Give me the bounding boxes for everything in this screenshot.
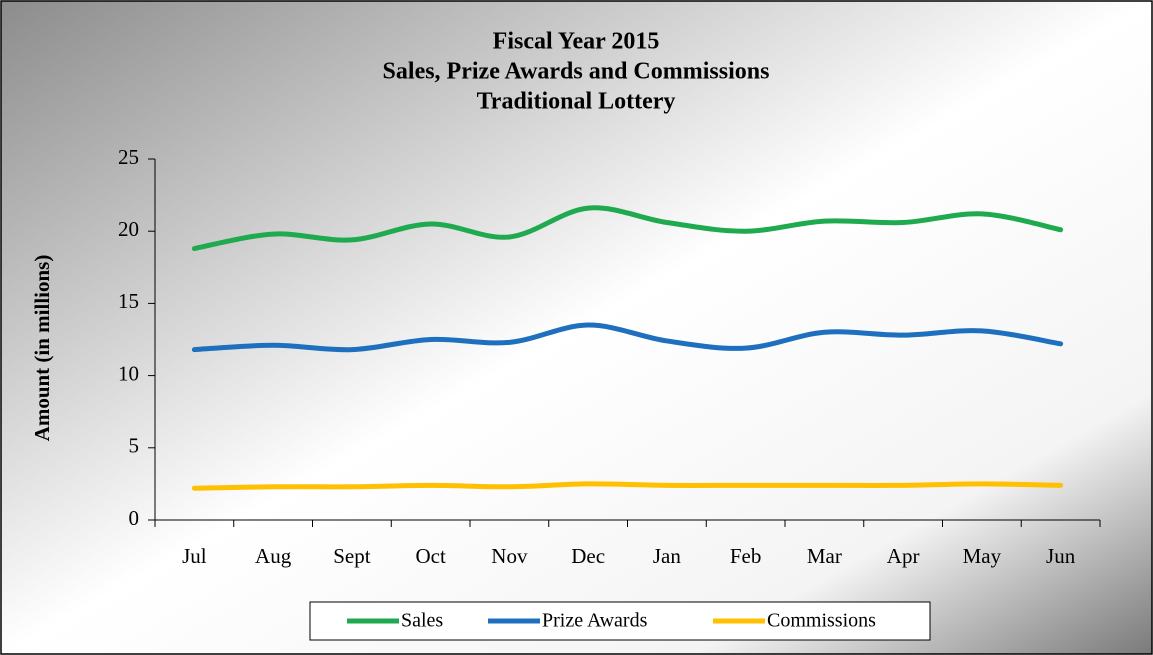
legend-label: Commissions [767,610,876,632]
x-tick-label: Nov [491,544,528,568]
x-tick-label: Oct [415,544,445,568]
y-tick-label: 25 [118,145,139,169]
chart-title: Traditional Lottery [477,89,676,115]
x-tick-label: Feb [730,544,762,568]
x-tick-label: May [963,544,1002,568]
y-tick-label: 10 [118,361,139,385]
legend-label: Prize Awards [542,610,648,632]
legend-label: Sales [401,610,443,632]
y-tick-label: 5 [129,434,140,458]
x-tick-label: Mar [807,544,842,568]
line-series [191,481,1064,491]
chart-title: Fiscal Year 2015 [493,29,660,55]
x-tick-label: Sept [333,544,371,568]
y-tick-label: 15 [118,289,139,313]
y-tick-label: 20 [118,217,139,241]
x-tick-label: Dec [571,544,605,568]
x-tick-label: Aug [255,544,292,568]
x-tick-label: Jan [653,544,681,568]
line-series [191,322,1064,353]
line-series [191,205,1064,252]
chart-title: Sales, Prize Awards and Commissions [383,59,770,85]
y-tick-label: 0 [129,506,140,530]
x-tick-label: Jun [1046,544,1076,568]
y-axis-label: Amount (in millions) [30,255,54,442]
x-tick-label: Apr [887,544,920,568]
x-tick-label: Jul [182,544,207,568]
legend-box [309,601,931,641]
